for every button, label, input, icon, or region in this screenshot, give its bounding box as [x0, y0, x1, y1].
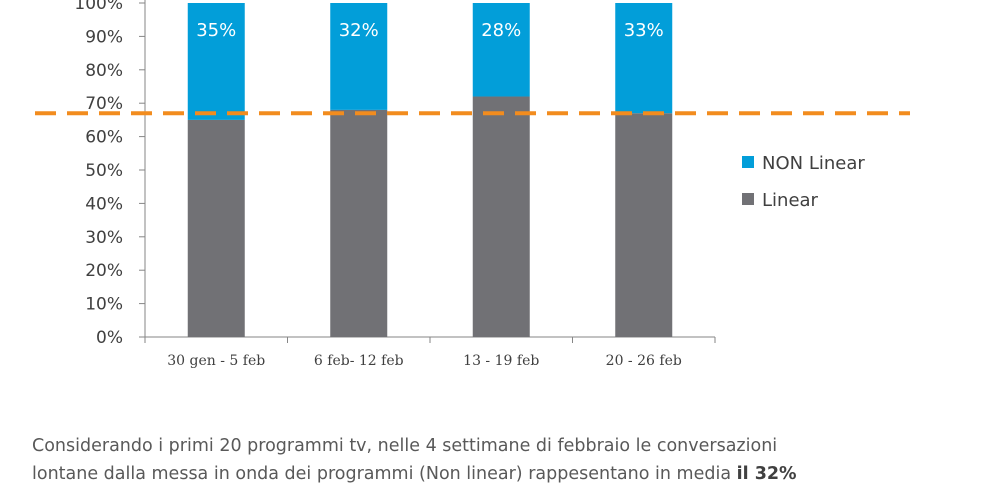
caption: Considerando i primi 20 programmi tv, ne…	[32, 432, 972, 488]
bar-linear	[187, 119, 245, 338]
x-tick-label: 6 feb- 12 feb	[314, 353, 404, 369]
caption-line-1: Considerando i primi 20 programmi tv, ne…	[32, 436, 778, 456]
stacked-bar-chart: 0% 10% 20% 30% 40% 50% 60% 70% 80% 90% 100% 35% 30 g…	[35, 0, 910, 369]
y-tick-label: 40%	[85, 194, 123, 214]
y-tick-label: 0%	[96, 328, 123, 348]
x-tick-label: 30 gen - 5 feb	[167, 353, 265, 369]
data-label: 32%	[339, 20, 379, 41]
bar-non-linear	[615, 3, 673, 114]
data-label: 33%	[624, 20, 664, 41]
legend-swatch-linear	[742, 193, 754, 205]
y-tick-label: 10%	[85, 295, 123, 315]
y-tick-label: 20%	[85, 261, 123, 281]
caption-line-2-text: lontane dalla messa in onda dei programm…	[32, 464, 737, 484]
data-label: 35%	[196, 20, 236, 41]
bar-linear	[615, 113, 673, 337]
y-tick-label: 60%	[85, 128, 123, 148]
y-tick-label: 50%	[85, 161, 123, 181]
legend-label: NON Linear	[762, 153, 865, 174]
caption-highlight: il 32%	[736, 464, 797, 484]
bar-non-linear	[187, 3, 245, 120]
y-tick-label: 30%	[85, 228, 123, 248]
y-tick-label: 100%	[74, 0, 123, 14]
bar-non-linear	[472, 3, 530, 97]
y-tick-label: 70%	[85, 94, 123, 114]
y-tick-label: 90%	[85, 27, 123, 47]
y-tick-label: 80%	[85, 61, 123, 81]
x-tick-label: 13 - 19 feb	[463, 353, 539, 369]
caption-line-2: lontane dalla messa in onda dei programm…	[32, 460, 972, 488]
legend-swatch-non-linear	[742, 156, 754, 168]
legend-label: Linear	[762, 190, 819, 211]
bar-non-linear	[330, 3, 388, 110]
bar-linear	[330, 109, 388, 337]
data-label: 28%	[481, 20, 521, 41]
x-tick-label: 20 - 26 feb	[606, 353, 682, 369]
bar-linear	[472, 96, 530, 338]
